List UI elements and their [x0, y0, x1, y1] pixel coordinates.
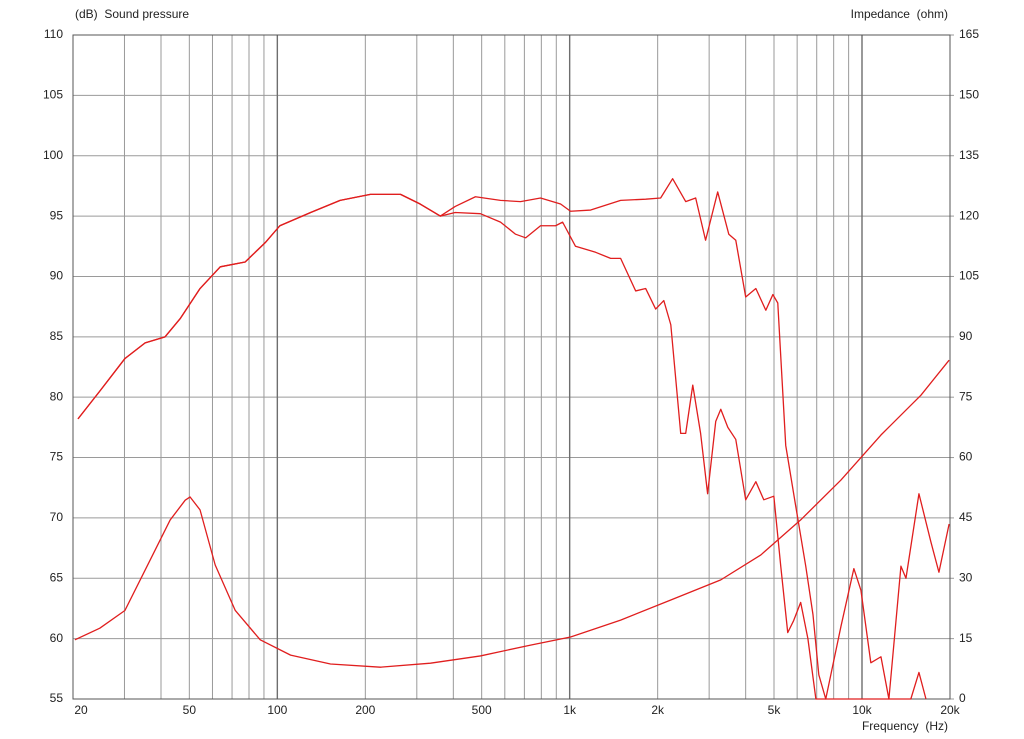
x-tick-label: 50 — [183, 703, 197, 717]
y2-tick-label: 60 — [959, 450, 973, 464]
y-tick-label: 65 — [50, 570, 64, 584]
y2-tick-label: 45 — [959, 510, 973, 524]
y-axis-label: (dB) Sound pressure — [75, 7, 189, 21]
y2-tick-label: 30 — [959, 570, 973, 584]
series-line — [77, 193, 927, 700]
y-tick-label: 110 — [44, 27, 63, 41]
x-tick-label: 100 — [267, 703, 287, 717]
y2-tick-label: 165 — [959, 27, 979, 41]
x-tick-label: 10k — [852, 703, 872, 717]
x-tick-label: 500 — [472, 703, 492, 717]
x-tick-label: 5k — [768, 703, 782, 717]
x-tick-label: 1k — [563, 703, 577, 717]
y2-axis-label: Impedance (ohm) — [851, 7, 948, 21]
y2-tick-label: 120 — [959, 208, 979, 222]
y2-tick-label: 135 — [959, 148, 979, 162]
y2-tick-label: 105 — [959, 269, 979, 283]
y-tick-label: 60 — [50, 631, 64, 645]
y2-tick-label: 15 — [959, 631, 973, 645]
y2-tick-label: 75 — [959, 389, 973, 403]
y2-tick-label: 0 — [959, 691, 966, 705]
plot-frame — [72, 34, 951, 700]
y-tick-label: 100 — [43, 148, 63, 162]
x-axis-label: Frequency (Hz) — [862, 719, 948, 733]
y2-tick-label: 90 — [959, 329, 973, 343]
y-tick-label: 55 — [50, 691, 64, 705]
y-tick-label: 80 — [50, 389, 64, 403]
series-line — [77, 178, 950, 700]
y2-tick-label: 150 — [959, 88, 979, 102]
x-tick-label: 2k — [651, 703, 665, 717]
y-tick-label: 95 — [50, 208, 64, 222]
y-tick-label: 70 — [50, 510, 64, 524]
x-tick-label: 20 — [74, 703, 88, 717]
x-tick-label: 20k — [940, 703, 960, 717]
y-tick-label: 75 — [50, 450, 64, 464]
y-tick-label: 90 — [50, 269, 64, 283]
y-tick-label: 105 — [43, 88, 63, 102]
series-line — [74, 359, 950, 668]
x-tick-label: 200 — [355, 703, 375, 717]
y-tick-label: 85 — [50, 329, 64, 343]
